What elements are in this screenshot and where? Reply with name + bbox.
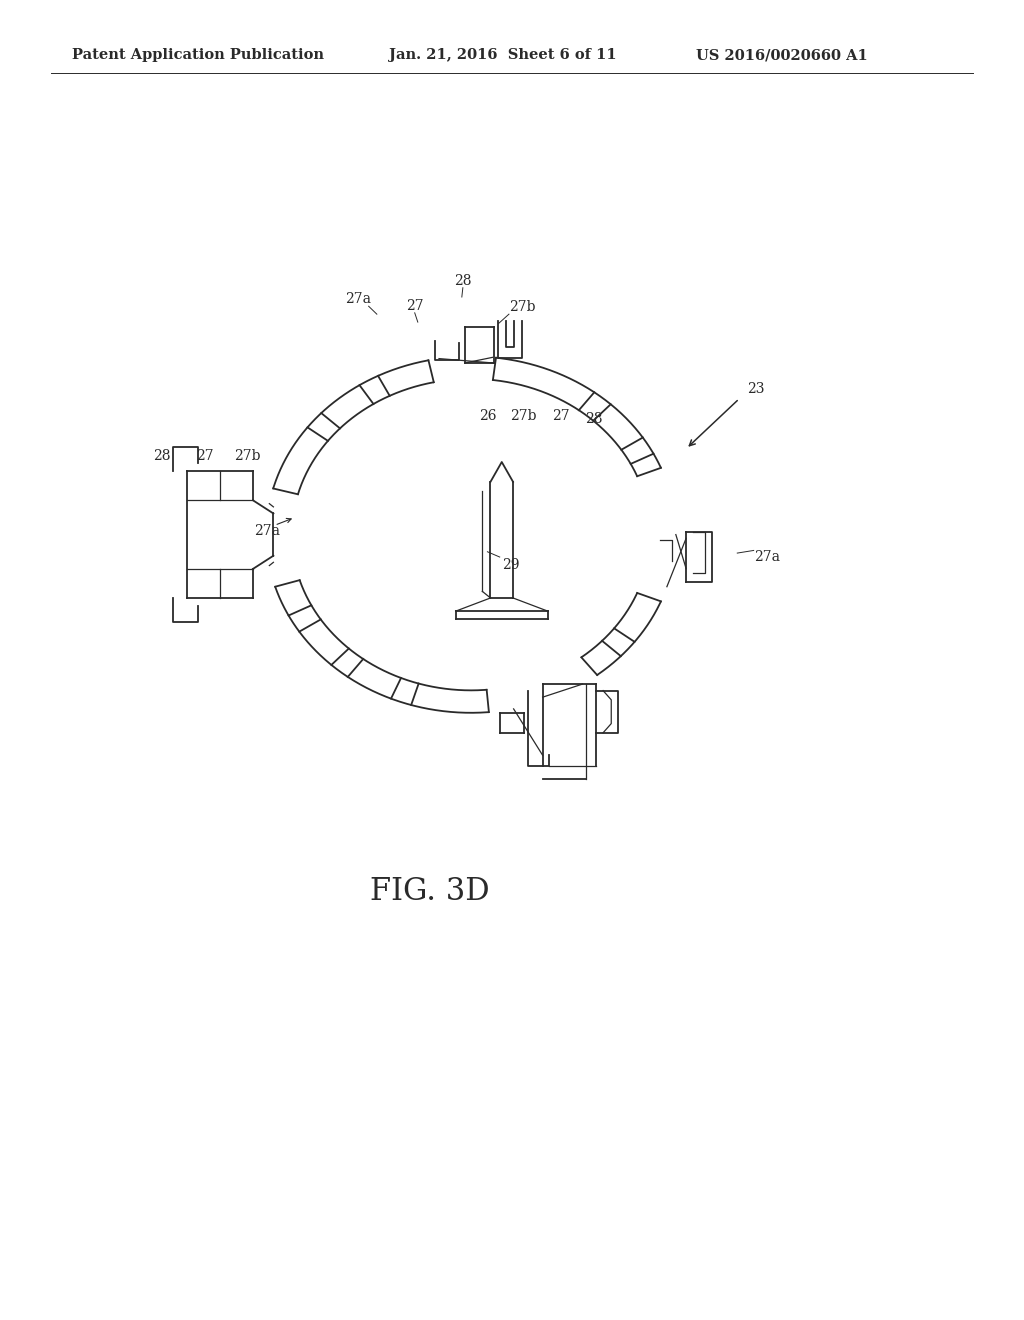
Text: 28: 28	[153, 449, 171, 463]
Text: 28: 28	[585, 412, 603, 426]
Text: 27a: 27a	[254, 524, 280, 537]
Text: 27a: 27a	[345, 292, 372, 306]
Text: 27: 27	[552, 409, 570, 424]
Text: 28: 28	[454, 273, 472, 288]
Text: 27: 27	[406, 298, 424, 313]
Text: 26: 26	[478, 409, 497, 424]
Text: US 2016/0020660 A1: US 2016/0020660 A1	[696, 49, 868, 62]
Text: 27b: 27b	[510, 409, 537, 424]
Text: 27b: 27b	[234, 449, 261, 463]
Text: 27: 27	[196, 449, 214, 463]
Text: Patent Application Publication: Patent Application Publication	[72, 49, 324, 62]
Text: FIG. 3D: FIG. 3D	[371, 875, 489, 907]
Text: 23: 23	[748, 383, 765, 396]
Text: 27a: 27a	[754, 550, 779, 564]
Text: 27b: 27b	[509, 300, 536, 314]
Text: Jan. 21, 2016  Sheet 6 of 11: Jan. 21, 2016 Sheet 6 of 11	[389, 49, 616, 62]
Text: 29: 29	[502, 558, 519, 572]
